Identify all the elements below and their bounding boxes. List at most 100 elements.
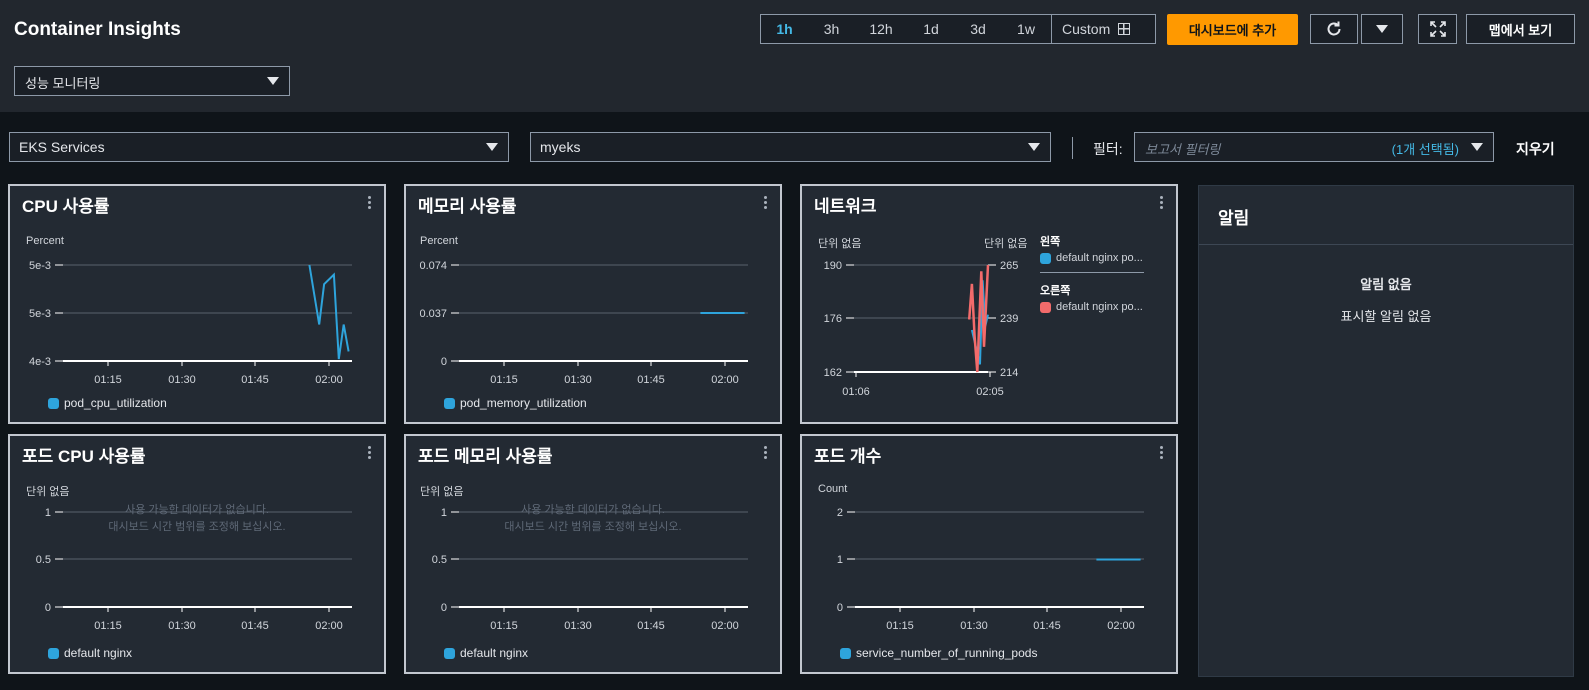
y-axis-unit: Percent — [420, 235, 458, 247]
legend-item[interactable]: default nginx — [444, 646, 528, 660]
more-options-icon[interactable] — [1160, 196, 1164, 211]
selected-count: (1개 선택됨) — [1391, 142, 1459, 157]
x-tick-label: 02:00 — [711, 374, 739, 386]
more-options-icon[interactable] — [368, 446, 372, 461]
left-axis-unit: 단위 없음 — [818, 238, 862, 250]
no-data-line-1: 사용 가능한 데이터가 없습니다. — [521, 504, 665, 516]
legend-swatch — [48, 647, 59, 659]
y-tick-label-left: 176 — [824, 313, 842, 325]
x-tick-label: 02:00 — [315, 620, 343, 632]
legend-label: default nginx po... — [1056, 301, 1143, 313]
range-3h[interactable]: 3h — [823, 21, 840, 37]
refresh-icon — [1327, 21, 1341, 36]
legend-item[interactable]: pod_memory_utilization — [444, 396, 587, 410]
network-panel: 네트워크 단위 없음 단위 없음 190 176 162 265 239 214 01:06… — [800, 184, 1178, 424]
expand-icon — [1429, 21, 1446, 37]
memory-chart: 0.074 0.037 0 01:15 01:30 01:45 02:00 — [419, 260, 748, 386]
legend-label: default nginx — [460, 646, 529, 660]
range-1d[interactable]: 1d — [923, 21, 939, 37]
resource-type-value: EKS Services — [19, 139, 105, 155]
caret-down-icon — [1028, 143, 1040, 151]
y-tick-label: 0 — [441, 602, 447, 614]
y-tick-label: 5e-3 — [29, 308, 51, 320]
x-tick-label: 02:00 — [711, 620, 739, 632]
range-3d[interactable]: 3d — [970, 21, 986, 37]
legend-item[interactable]: pod_cpu_utilization — [48, 396, 167, 410]
x-tick-label: 01:45 — [241, 620, 269, 632]
range-12h[interactable]: 12h — [869, 21, 893, 37]
y-axis-unit: Count — [818, 483, 848, 495]
cluster-select[interactable]: myeks — [530, 132, 1051, 162]
series-line-pod-cpu-utilization — [308, 264, 350, 360]
x-tick-label: 01:45 — [241, 374, 269, 386]
report-filter-input[interactable]: 보고서 필터링 (1개 선택됨) — [1134, 132, 1494, 162]
alarms-empty-title: 알림 없음 — [1360, 277, 1412, 292]
cpu-chart: 5e-3 5e-3 4e-3 01:15 01:30 01:45 02:00 — [29, 260, 352, 386]
panel-title: 포드 CPU 사용률 — [22, 447, 146, 466]
refresh-options-button[interactable] — [1361, 14, 1403, 44]
range-custom[interactable]: Custom — [1051, 15, 1140, 43]
refresh-button[interactable] — [1310, 14, 1358, 44]
legend-swatch — [444, 397, 455, 409]
network-chart: 190 176 162 265 239 214 01:06 02:05 — [824, 260, 1019, 398]
y-tick-label: 4e-3 — [29, 356, 51, 368]
legend-label: default nginx po... — [1056, 252, 1143, 264]
panel-title: 메모리 사용률 — [418, 197, 517, 216]
view-in-map-button[interactable]: 맵에서 보기 — [1466, 14, 1575, 44]
mode-select-value: 성능 모니터링 — [25, 76, 101, 91]
y-tick-label: 0.037 — [419, 308, 447, 320]
legend-item[interactable]: default nginx — [48, 646, 132, 660]
more-options-icon[interactable] — [764, 196, 768, 211]
add-to-dashboard-button[interactable]: 대시보드에 추가 — [1167, 14, 1298, 45]
x-tick-label: 02:05 — [976, 386, 1004, 398]
panel-title: 포드 개수 — [814, 447, 882, 466]
x-tick-label: 01:15 — [490, 374, 518, 386]
x-tick-label: 02:00 — [315, 374, 343, 386]
no-data-line-1: 사용 가능한 데이터가 없습니다. — [125, 504, 269, 516]
more-options-icon[interactable] — [764, 446, 768, 461]
panel-title: 네트워크 — [814, 197, 877, 216]
mode-select[interactable]: 성능 모니터링 — [14, 66, 290, 96]
legend-item[interactable]: service_number_of_running_pods — [840, 646, 1037, 660]
y-tick-label: 1 — [45, 507, 51, 519]
x-tick-label: 01:45 — [1033, 620, 1061, 632]
legend-item-left[interactable]: default nginx po... — [1040, 252, 1143, 264]
resource-type-select[interactable]: EKS Services — [9, 132, 509, 162]
legend-label: pod_cpu_utilization — [64, 396, 167, 410]
caret-down-icon — [267, 77, 279, 85]
y-tick-label-left: 162 — [824, 367, 842, 379]
legend-swatch — [840, 647, 851, 659]
pod-memory-utilization-panel: 포드 메모리 사용률 단위 없음 1 0.5 0 01:15 01:30 01:45 02:… — [404, 434, 782, 674]
y-tick-label: 0.5 — [36, 554, 51, 566]
fullscreen-button[interactable] — [1418, 14, 1457, 44]
x-tick-label: 01:30 — [168, 620, 196, 632]
calendar-icon — [1118, 23, 1131, 35]
pod-cpu-chart: 1 0.5 0 01:15 01:30 01:45 02:00 — [36, 507, 352, 632]
legend-swatch — [1040, 252, 1051, 264]
panel-title: CPU 사용률 — [22, 197, 110, 216]
pod-memory-chart: 1 0.5 0 01:15 01:30 01:45 02:00 — [432, 507, 748, 632]
y-tick-label: 0 — [45, 602, 51, 614]
x-tick-label: 01:06 — [842, 386, 870, 398]
legend-swatch — [1040, 301, 1051, 313]
pod-count-panel: 포드 개수 Count 2 1 0 01:15 01:30 01:45 02:00 serv… — [800, 434, 1178, 674]
time-range-group: 1h 3h 12h 1d 3d 1w Custom — [760, 14, 1156, 44]
range-1h[interactable]: 1h — [776, 21, 793, 37]
more-options-icon[interactable] — [1160, 446, 1164, 461]
alarms-empty-text: 표시할 알림 없음 — [1340, 309, 1432, 324]
report-filter-placeholder: 보고서 필터링 — [1145, 142, 1221, 157]
clear-filters-button[interactable]: 지우기 — [1516, 141, 1555, 157]
y-tick-label: 0 — [441, 356, 447, 368]
cluster-value: myeks — [540, 139, 581, 155]
legend-right-heading: 오른쪽 — [1040, 285, 1071, 297]
x-tick-label: 01:45 — [637, 374, 665, 386]
legend-item-right[interactable]: default nginx po... — [1040, 301, 1143, 313]
range-1w[interactable]: 1w — [1017, 21, 1035, 37]
x-tick-label: 01:15 — [94, 620, 122, 632]
y-axis-unit: Percent — [26, 235, 64, 247]
x-tick-label: 01:30 — [960, 620, 988, 632]
pod-cpu-utilization-panel: 포드 CPU 사용률 단위 없음 1 0.5 0 01:15 01:30 01:45 02:… — [8, 434, 386, 674]
no-data-line-2: 대시보드 시간 범위를 조정해 보십시오. — [504, 521, 682, 533]
more-options-icon[interactable] — [368, 196, 372, 211]
x-tick-label: 01:15 — [490, 620, 518, 632]
